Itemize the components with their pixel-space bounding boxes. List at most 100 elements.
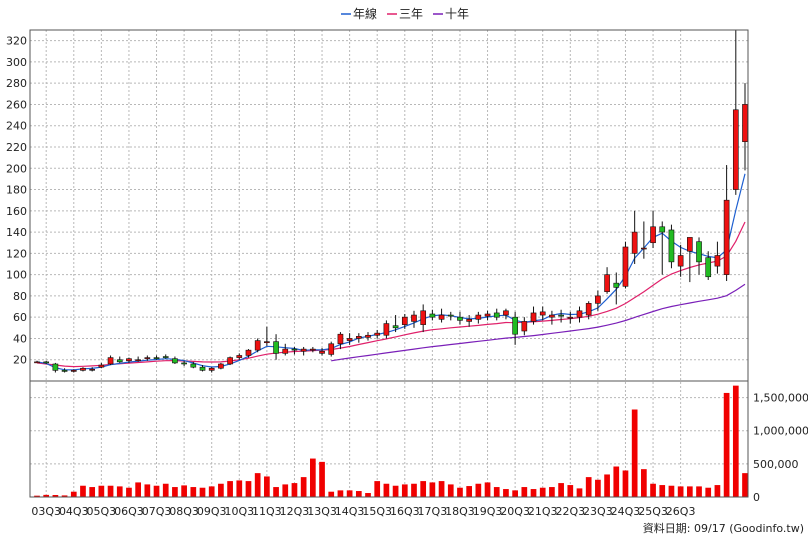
volume-bar xyxy=(282,484,289,497)
candle-body xyxy=(714,255,721,267)
source-note: 資料日期: 09/17 (Goodinfo.tw) xyxy=(643,521,804,535)
volume-bar xyxy=(659,485,666,497)
price-tick-label: 60 xyxy=(13,311,27,324)
candle-body xyxy=(659,226,666,233)
candle-body xyxy=(401,316,408,325)
volume-bar xyxy=(732,385,739,497)
price-tick-label: 320 xyxy=(6,35,27,48)
candle-body xyxy=(282,348,289,354)
legend-item-year: 年線 xyxy=(341,6,377,21)
x-tick-label: 12Q3 xyxy=(280,505,310,518)
candle-body xyxy=(218,363,224,369)
volume-bar xyxy=(512,490,518,497)
x-tick-label: 09Q3 xyxy=(197,505,227,518)
candle-body xyxy=(530,312,537,322)
price-tick-label: 300 xyxy=(6,56,27,69)
x-tick-label: 17Q3 xyxy=(418,505,448,518)
volume-bar xyxy=(328,491,335,497)
x-tick-label: 22Q3 xyxy=(555,505,585,518)
volume-bar xyxy=(309,458,316,497)
candle-body xyxy=(742,104,748,142)
volume-bar xyxy=(144,484,151,497)
candle-body xyxy=(116,359,123,363)
volume-bar xyxy=(116,486,123,497)
candle-body xyxy=(466,319,472,322)
volume-bar xyxy=(567,485,574,497)
volume-bar xyxy=(401,484,408,497)
candle-body xyxy=(144,357,151,359)
volume-tick-label: 0 xyxy=(753,491,760,504)
volume-bar xyxy=(595,479,601,497)
x-tick-label: 25Q3 xyxy=(638,505,668,518)
volume-bar xyxy=(714,485,721,497)
volume-bar xyxy=(447,484,454,497)
volume-bar xyxy=(218,483,224,497)
volume-bar xyxy=(475,483,482,497)
x-tick-label: 11Q3 xyxy=(252,505,282,518)
volume-panel-frame xyxy=(29,380,749,498)
ma-3y-line xyxy=(36,221,746,368)
x-tick-label: 10Q3 xyxy=(224,505,254,518)
candle-body xyxy=(723,199,730,275)
candle-body xyxy=(641,247,647,250)
legend-label-year: 年線 xyxy=(353,6,377,21)
volume-bar xyxy=(686,486,693,497)
candle-body xyxy=(696,241,702,263)
x-tick-label: 24Q3 xyxy=(611,505,641,518)
price-tick-label: 120 xyxy=(6,247,27,260)
price-tick-label: 260 xyxy=(6,98,27,111)
moving-average-lines xyxy=(36,173,746,371)
candle-body xyxy=(585,303,592,316)
x-tick-label: 18Q3 xyxy=(445,505,475,518)
volume-bar xyxy=(742,473,748,497)
volume-tick-label: 500,000 xyxy=(753,458,799,471)
legend-label-10y: 十年 xyxy=(445,7,469,21)
x-tick-label: 07Q3 xyxy=(142,505,172,518)
volume-bar xyxy=(70,491,77,497)
candle-body xyxy=(392,325,399,329)
candle-body xyxy=(447,314,454,317)
x-axis: 03Q304Q305Q306Q307Q308Q309Q310Q311Q312Q3… xyxy=(31,505,695,518)
volume-bar xyxy=(585,477,592,497)
candle-body xyxy=(365,334,371,338)
volume-bar xyxy=(34,495,40,497)
candle-body xyxy=(291,348,298,351)
volume-bar xyxy=(126,487,132,497)
candle-body xyxy=(411,314,417,322)
candle-body xyxy=(631,231,638,254)
candle-body xyxy=(172,358,178,364)
candle-body xyxy=(162,356,169,358)
volume-bar xyxy=(650,483,656,497)
x-tick-label: 04Q3 xyxy=(59,505,89,518)
candle-body xyxy=(264,341,270,344)
candle-body xyxy=(383,323,390,336)
candle-body xyxy=(80,367,86,371)
ma-year-line xyxy=(36,173,746,371)
volume-bar xyxy=(80,485,86,497)
price-tick-label: 200 xyxy=(6,162,27,175)
candle-body xyxy=(604,274,610,292)
candle-body xyxy=(181,362,187,365)
volume-bar xyxy=(254,473,261,497)
candle-body xyxy=(650,226,656,244)
candle-body xyxy=(668,229,675,263)
grid xyxy=(30,30,748,498)
legend-item-3y: 三年 xyxy=(387,7,423,21)
candle-body xyxy=(245,349,252,356)
ma-10y-line xyxy=(331,283,746,362)
candle-body xyxy=(622,246,629,287)
volume-bar xyxy=(723,392,730,497)
candle-body xyxy=(567,316,574,319)
volume-bar xyxy=(107,485,114,497)
volume-bar xyxy=(245,481,252,497)
candle-body xyxy=(208,367,215,371)
volume-bar xyxy=(392,485,399,497)
volume-bar xyxy=(503,489,509,497)
volume-bar xyxy=(319,461,325,497)
volume-bar xyxy=(613,466,620,497)
price-axis: 20 40 60 80 100 120 140 160 180 200 220 240 260 280 30… xyxy=(6,35,27,367)
volume-bar xyxy=(135,482,141,497)
volume-bar xyxy=(457,487,463,497)
candlesticks xyxy=(34,30,748,373)
